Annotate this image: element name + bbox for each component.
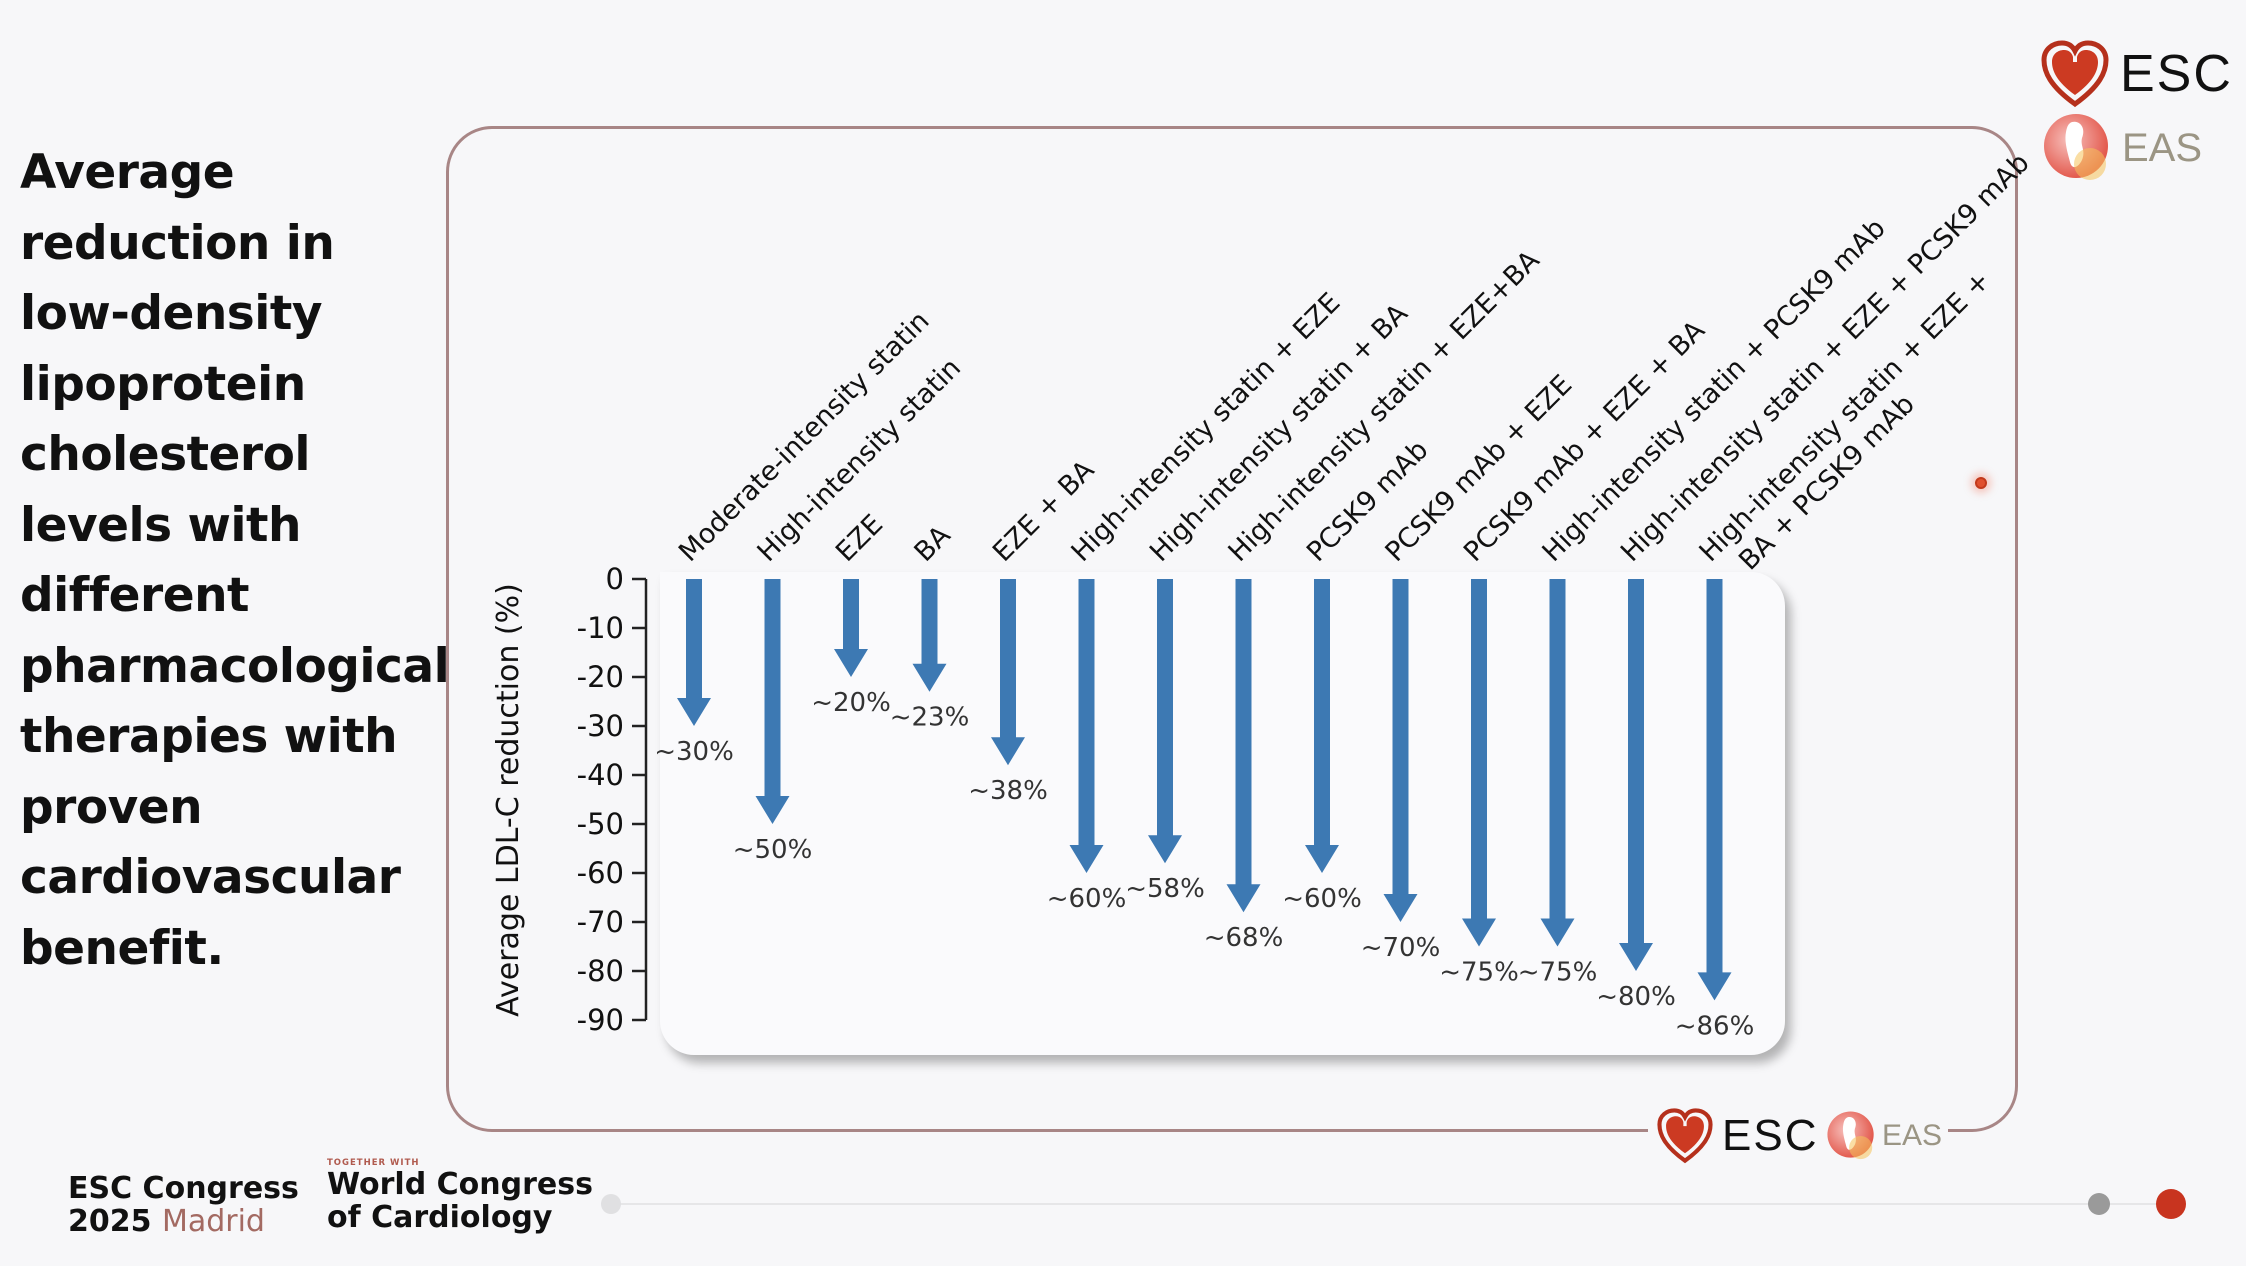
value-label: ~60% — [1047, 884, 1127, 914]
partner-line2: of Cardiology — [327, 1200, 553, 1235]
congress-brand: ESC Congress 2025 Madrid — [68, 1172, 299, 1238]
value-label: ~80% — [1596, 982, 1676, 1012]
eas-logo-top: EAS — [2042, 112, 2202, 184]
value-label: ~50% — [733, 835, 813, 865]
value-label: ~38% — [968, 776, 1048, 806]
esc-logo-text: ESC — [2120, 45, 2233, 103]
laser-pointer-dot — [1975, 477, 1987, 489]
y-tick-label: -30 — [577, 709, 624, 743]
eas-globe-icon — [2044, 114, 2108, 180]
category-label: BA — [909, 519, 957, 567]
eas-logo-text: EAS — [1882, 1119, 1943, 1152]
reduction-arrow — [1226, 579, 1261, 913]
y-tick-label: -70 — [577, 905, 624, 939]
content-frame — [446, 126, 2018, 1132]
progress-start-dot[interactable] — [601, 1194, 621, 1214]
together-tag: TOGETHER WITH — [327, 1158, 420, 1168]
progress-current-dot[interactable] — [2156, 1189, 2186, 1219]
y-tick-label: -10 — [577, 611, 624, 645]
progress-step-dot[interactable] — [2088, 1193, 2110, 1215]
value-label: ~58% — [1125, 874, 1205, 904]
value-label: ~30% — [654, 737, 734, 767]
esc-logo-top: ESC — [2040, 40, 2233, 108]
y-axis: 0 -10 -20 -30 -40 -50 -60 -70 -80 -90 — [577, 562, 648, 1037]
reduction-arrow — [1540, 579, 1575, 947]
esc-heart-icon — [2041, 40, 2109, 108]
y-tick-label: -90 — [577, 1003, 624, 1037]
reduction-arrow — [1148, 579, 1182, 864]
y-tick-label: 0 — [606, 562, 624, 596]
value-label: ~86% — [1675, 1011, 1755, 1041]
arrows — [677, 579, 1732, 1001]
slide-title: Average reduction in low-density lipopro… — [20, 145, 450, 976]
eas-globe-icon — [1827, 1111, 1874, 1160]
category-labels: Moderate-intensity statinHigh-intensity … — [673, 147, 2036, 576]
partner-line1: World Congress — [327, 1167, 593, 1202]
value-label: ~20% — [811, 688, 891, 718]
category-label: EZE — [830, 509, 889, 568]
value-label: ~60% — [1282, 884, 1362, 914]
value-label: ~75% — [1518, 958, 1598, 988]
congress-name: ESC Congress — [68, 1171, 299, 1206]
y-tick-label: -80 — [577, 954, 624, 988]
reduction-arrow — [1305, 579, 1339, 873]
reduction-arrow — [1383, 579, 1418, 922]
congress-city: Madrid — [161, 1204, 265, 1239]
y-tick-label: -60 — [577, 856, 624, 890]
congress-year: 2025 — [68, 1204, 152, 1239]
value-label: ~75% — [1439, 958, 1519, 988]
esc-heart-icon — [1657, 1108, 1713, 1164]
reduction-arrow — [677, 579, 711, 726]
category-label-line: High-intensity statin + PCSK9 mAb — [1537, 213, 1892, 568]
category-label-line: High-intensity statin + EZE + — [1694, 265, 1997, 568]
value-label: ~70% — [1361, 933, 1441, 963]
y-tick-label: -50 — [577, 807, 624, 841]
reduction-arrow — [912, 579, 947, 692]
reduction-arrow — [755, 579, 790, 824]
reduction-arrow — [1619, 579, 1653, 971]
category-label: High-intensity statin + PCSK9 mAb — [1537, 213, 1892, 568]
value-label: ~23% — [890, 703, 970, 733]
eas-logo-bottom: EAS — [1826, 1110, 1942, 1162]
y-axis-title: Average LDL-C reduction (%) — [491, 583, 526, 1017]
y-tick-label: -40 — [577, 758, 624, 792]
category-label-line: EZE — [830, 509, 889, 568]
reduction-arrow — [834, 579, 868, 677]
esc-logo-bottom: ESC — [1656, 1108, 1818, 1164]
category-label-line: BA — [909, 519, 957, 567]
partner-brand: TOGETHER WITH World Congress of Cardiolo… — [327, 1158, 593, 1234]
progress-track[interactable] — [611, 1203, 2171, 1205]
reduction-arrow — [1697, 579, 1732, 1001]
reduction-arrow — [1069, 579, 1104, 873]
eas-logo-text: EAS — [2122, 125, 2203, 170]
esc-logo-text: ESC — [1722, 1111, 1819, 1160]
reduction-arrow — [991, 579, 1025, 766]
y-tick-label: -20 — [577, 660, 624, 694]
reduction-arrow — [1462, 579, 1496, 947]
value-label: ~68% — [1204, 923, 1284, 953]
value-labels: ~30%~50%~20%~23%~38%~60%~58%~68%~60%~70%… — [654, 688, 1754, 1041]
